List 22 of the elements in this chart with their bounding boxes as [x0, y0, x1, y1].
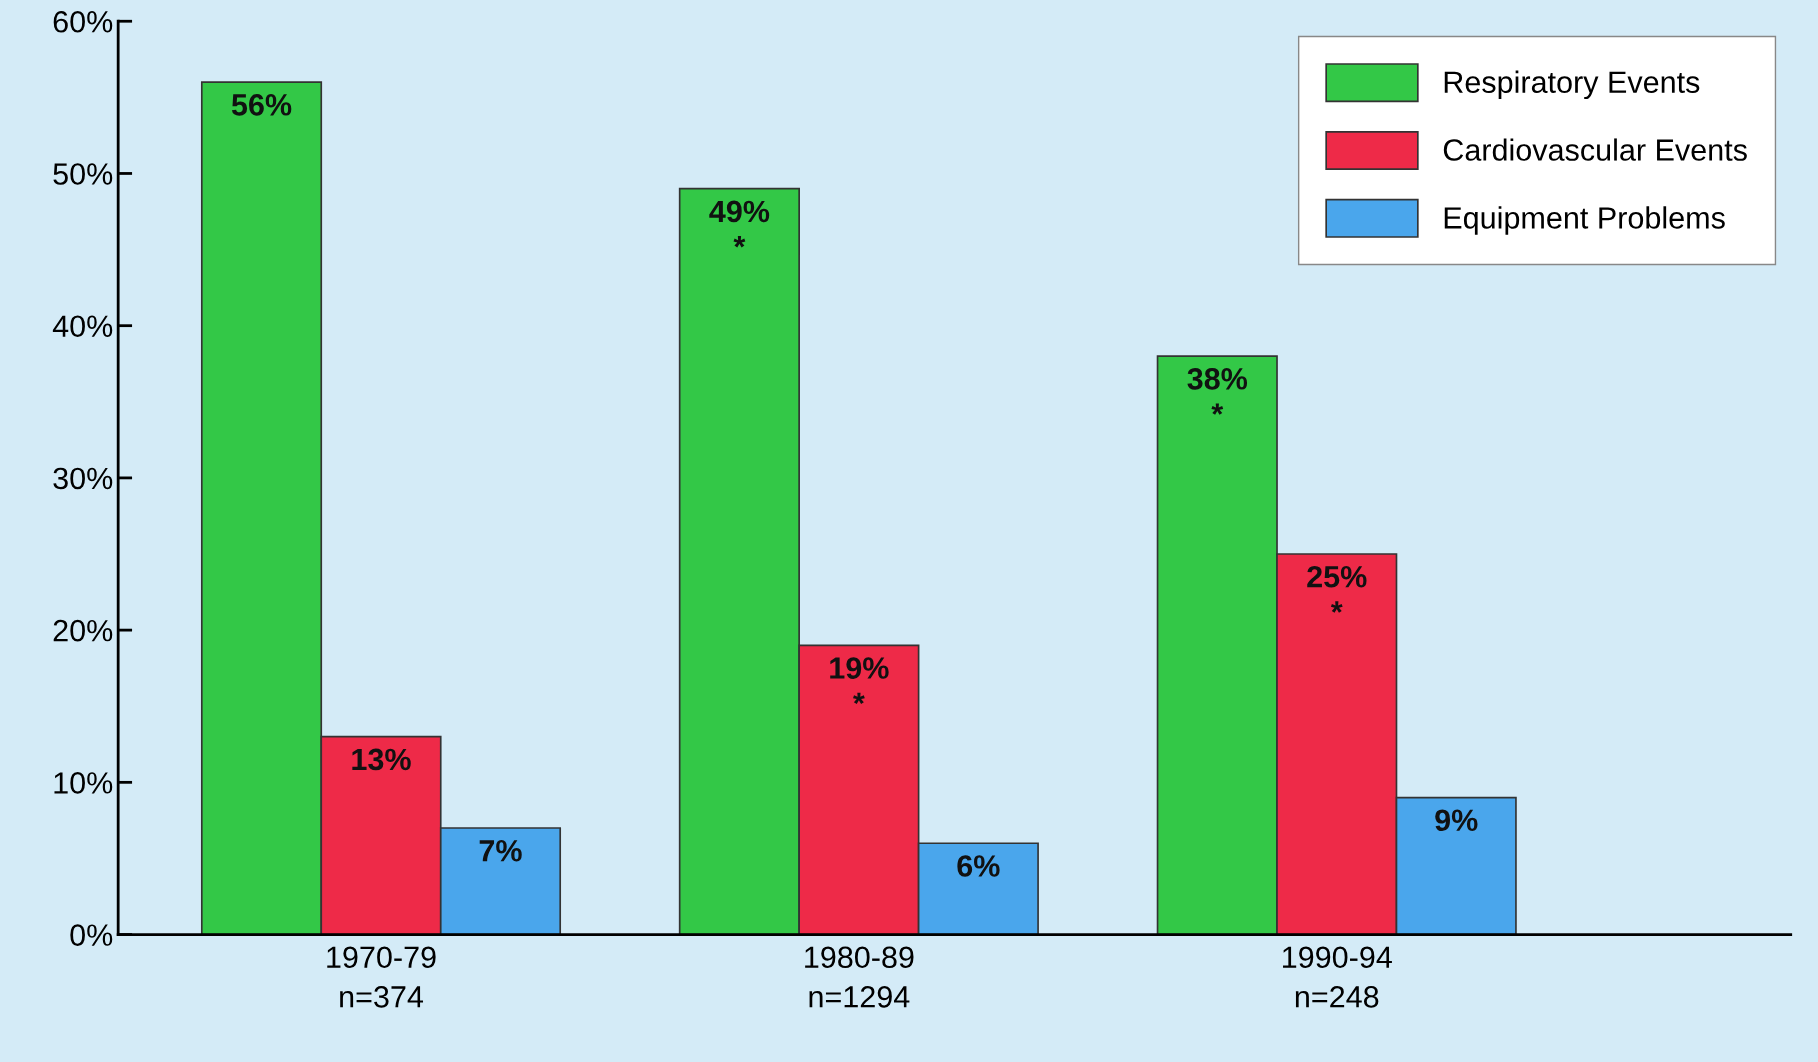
- data-label: 49% *: [709, 200, 770, 248]
- y-tick-label: 60%: [53, 10, 113, 33]
- data-label: 6%: [957, 855, 1000, 877]
- data-label: 19% *: [830, 657, 889, 705]
- y-tick-label: 30%: [53, 467, 113, 490]
- legend-label: Respiratory Events: [1444, 70, 1700, 100]
- y-tick-label: 10%: [54, 772, 113, 794]
- data-label: 25% *: [1307, 565, 1367, 613]
- data-label: 13%: [352, 748, 411, 771]
- data-label: 7%: [479, 840, 522, 862]
- y-tick-label: 40%: [52, 315, 113, 338]
- y-tick-label: 20%: [53, 619, 113, 642]
- data-label: 9%: [1435, 809, 1478, 832]
- x-tick-label: 1990-94 n=248: [1283, 946, 1392, 1008]
- data-label: 38% *: [1187, 368, 1248, 415]
- legend-label: Equipment Problems: [1444, 206, 1725, 235]
- y-tick-label: 50%: [53, 163, 113, 185]
- y-tick-label: 0%: [70, 924, 113, 946]
- x-tick-label: 1970-79 n=374: [327, 946, 436, 1008]
- legend-label: Cardiovascular Events: [1443, 138, 1747, 161]
- data-label: 56%: [231, 94, 292, 116]
- x-tick-label: 1980-89 n=1294: [805, 946, 914, 1008]
